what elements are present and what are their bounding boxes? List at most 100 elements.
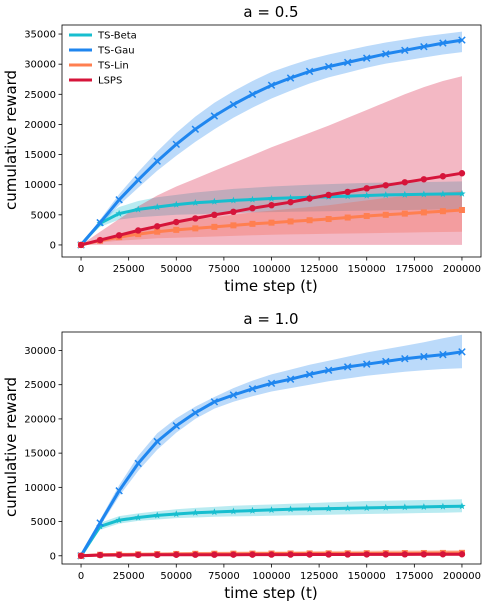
point-series-4 xyxy=(96,551,104,559)
point-ts-lin xyxy=(439,208,446,215)
point-series-1 xyxy=(420,503,428,510)
point-ts-beta xyxy=(115,209,123,217)
x-tick-label: 75000 xyxy=(208,264,240,275)
point-ts-lin xyxy=(249,220,256,227)
y-tick-label: 35000 xyxy=(24,30,56,41)
point-series-1 xyxy=(172,510,180,518)
point-series-4 xyxy=(211,551,218,558)
point-series-4 xyxy=(230,551,237,558)
point-series-1 xyxy=(191,508,199,516)
point-series-4 xyxy=(420,551,428,558)
point-lsps xyxy=(77,241,85,249)
point-lsps xyxy=(439,173,447,180)
point-lsps xyxy=(96,236,104,244)
point-ts-gau xyxy=(420,42,428,51)
x-tick-label: 175000 xyxy=(395,264,433,275)
chart-title: a = 0.5 xyxy=(243,3,298,21)
point-series-2 xyxy=(115,487,123,495)
point-series-4 xyxy=(154,551,161,559)
plot-area xyxy=(77,31,466,249)
x-tick-label: 25000 xyxy=(113,571,145,582)
y-tick-label: 15000 xyxy=(24,150,56,161)
x-tick-label: 100000 xyxy=(252,264,290,275)
point-series-1 xyxy=(248,506,257,514)
point-series-1 xyxy=(229,507,237,515)
point-ts-gau xyxy=(248,90,257,99)
chart-panel-bottom: a = 1.0 time step (t) cumulative reward … xyxy=(2,310,482,602)
point-ts-lin xyxy=(458,206,465,213)
point-ts-beta xyxy=(267,194,276,202)
point-ts-gau xyxy=(286,74,295,82)
point-series-4 xyxy=(458,551,466,558)
point-ts-lin xyxy=(268,219,275,226)
point-ts-lin xyxy=(230,222,237,229)
x-tick-label: 75000 xyxy=(208,571,240,582)
point-ts-beta xyxy=(210,197,218,205)
point-lsps xyxy=(211,211,218,219)
point-series-2 xyxy=(458,348,466,356)
point-series-1 xyxy=(153,511,161,519)
point-ts-beta xyxy=(134,205,142,213)
point-series-2 xyxy=(134,459,142,468)
point-ts-gau xyxy=(382,50,390,58)
point-series-4 xyxy=(192,551,199,558)
point-ts-lin xyxy=(420,209,427,216)
point-series-2 xyxy=(96,519,104,527)
point-series-1 xyxy=(344,504,352,512)
point-series-2 xyxy=(305,370,314,379)
y-tick-label: 10000 xyxy=(24,483,56,494)
point-series-2 xyxy=(343,363,352,371)
point-series-2 xyxy=(382,357,390,366)
point-ts-gau xyxy=(229,100,238,109)
point-series-4 xyxy=(382,551,389,558)
point-lsps xyxy=(287,198,294,206)
point-ts-lin xyxy=(192,225,199,232)
point-ts-beta xyxy=(458,189,466,197)
point-ts-gau xyxy=(401,46,409,55)
point-series-2 xyxy=(420,352,428,361)
point-series-4 xyxy=(306,551,313,558)
plot-area xyxy=(77,334,466,560)
y-tick-label: 25000 xyxy=(24,90,56,101)
point-ts-gau xyxy=(324,62,333,71)
legend-label-lsps: LSPS xyxy=(98,76,122,87)
point-series-4 xyxy=(249,551,256,558)
point-series-2 xyxy=(439,350,447,359)
point-series-2 xyxy=(210,398,219,406)
x-tick-label: 0 xyxy=(78,571,84,582)
point-series-4 xyxy=(287,551,294,558)
point-series-1 xyxy=(439,502,447,510)
point-lsps xyxy=(268,201,275,209)
x-axis-label: time step (t) xyxy=(224,584,317,602)
point-lsps xyxy=(420,176,428,183)
point-ts-lin xyxy=(363,213,370,220)
point-series-2 xyxy=(229,391,238,399)
point-series-1 xyxy=(286,505,295,513)
x-tick-label: 150000 xyxy=(348,571,386,582)
point-lsps xyxy=(192,215,199,222)
point-series-1 xyxy=(210,508,218,516)
band-lsps xyxy=(81,76,462,245)
point-ts-lin xyxy=(401,210,408,217)
point-ts-beta xyxy=(191,199,199,206)
point-lsps xyxy=(115,232,123,239)
point-ts-lin xyxy=(211,223,218,230)
point-ts-beta xyxy=(153,203,161,211)
point-ts-gau xyxy=(191,125,200,133)
point-lsps xyxy=(382,182,389,189)
point-ts-lin xyxy=(325,216,332,223)
point-ts-gau xyxy=(343,58,352,67)
point-ts-gau xyxy=(439,39,447,47)
point-ts-beta xyxy=(229,196,237,204)
y-tick-label: 0 xyxy=(50,240,56,251)
point-lsps xyxy=(401,179,409,186)
legend-label-ts-gau: TS-Gau xyxy=(97,46,135,57)
point-ts-lin xyxy=(306,217,313,224)
y-tick-label: 15000 xyxy=(24,449,56,460)
point-series-2 xyxy=(191,409,200,417)
point-series-1 xyxy=(382,503,390,511)
x-tick-label: 175000 xyxy=(395,571,433,582)
point-ts-lin xyxy=(287,218,294,225)
point-lsps xyxy=(458,170,466,177)
point-ts-beta xyxy=(344,192,352,200)
